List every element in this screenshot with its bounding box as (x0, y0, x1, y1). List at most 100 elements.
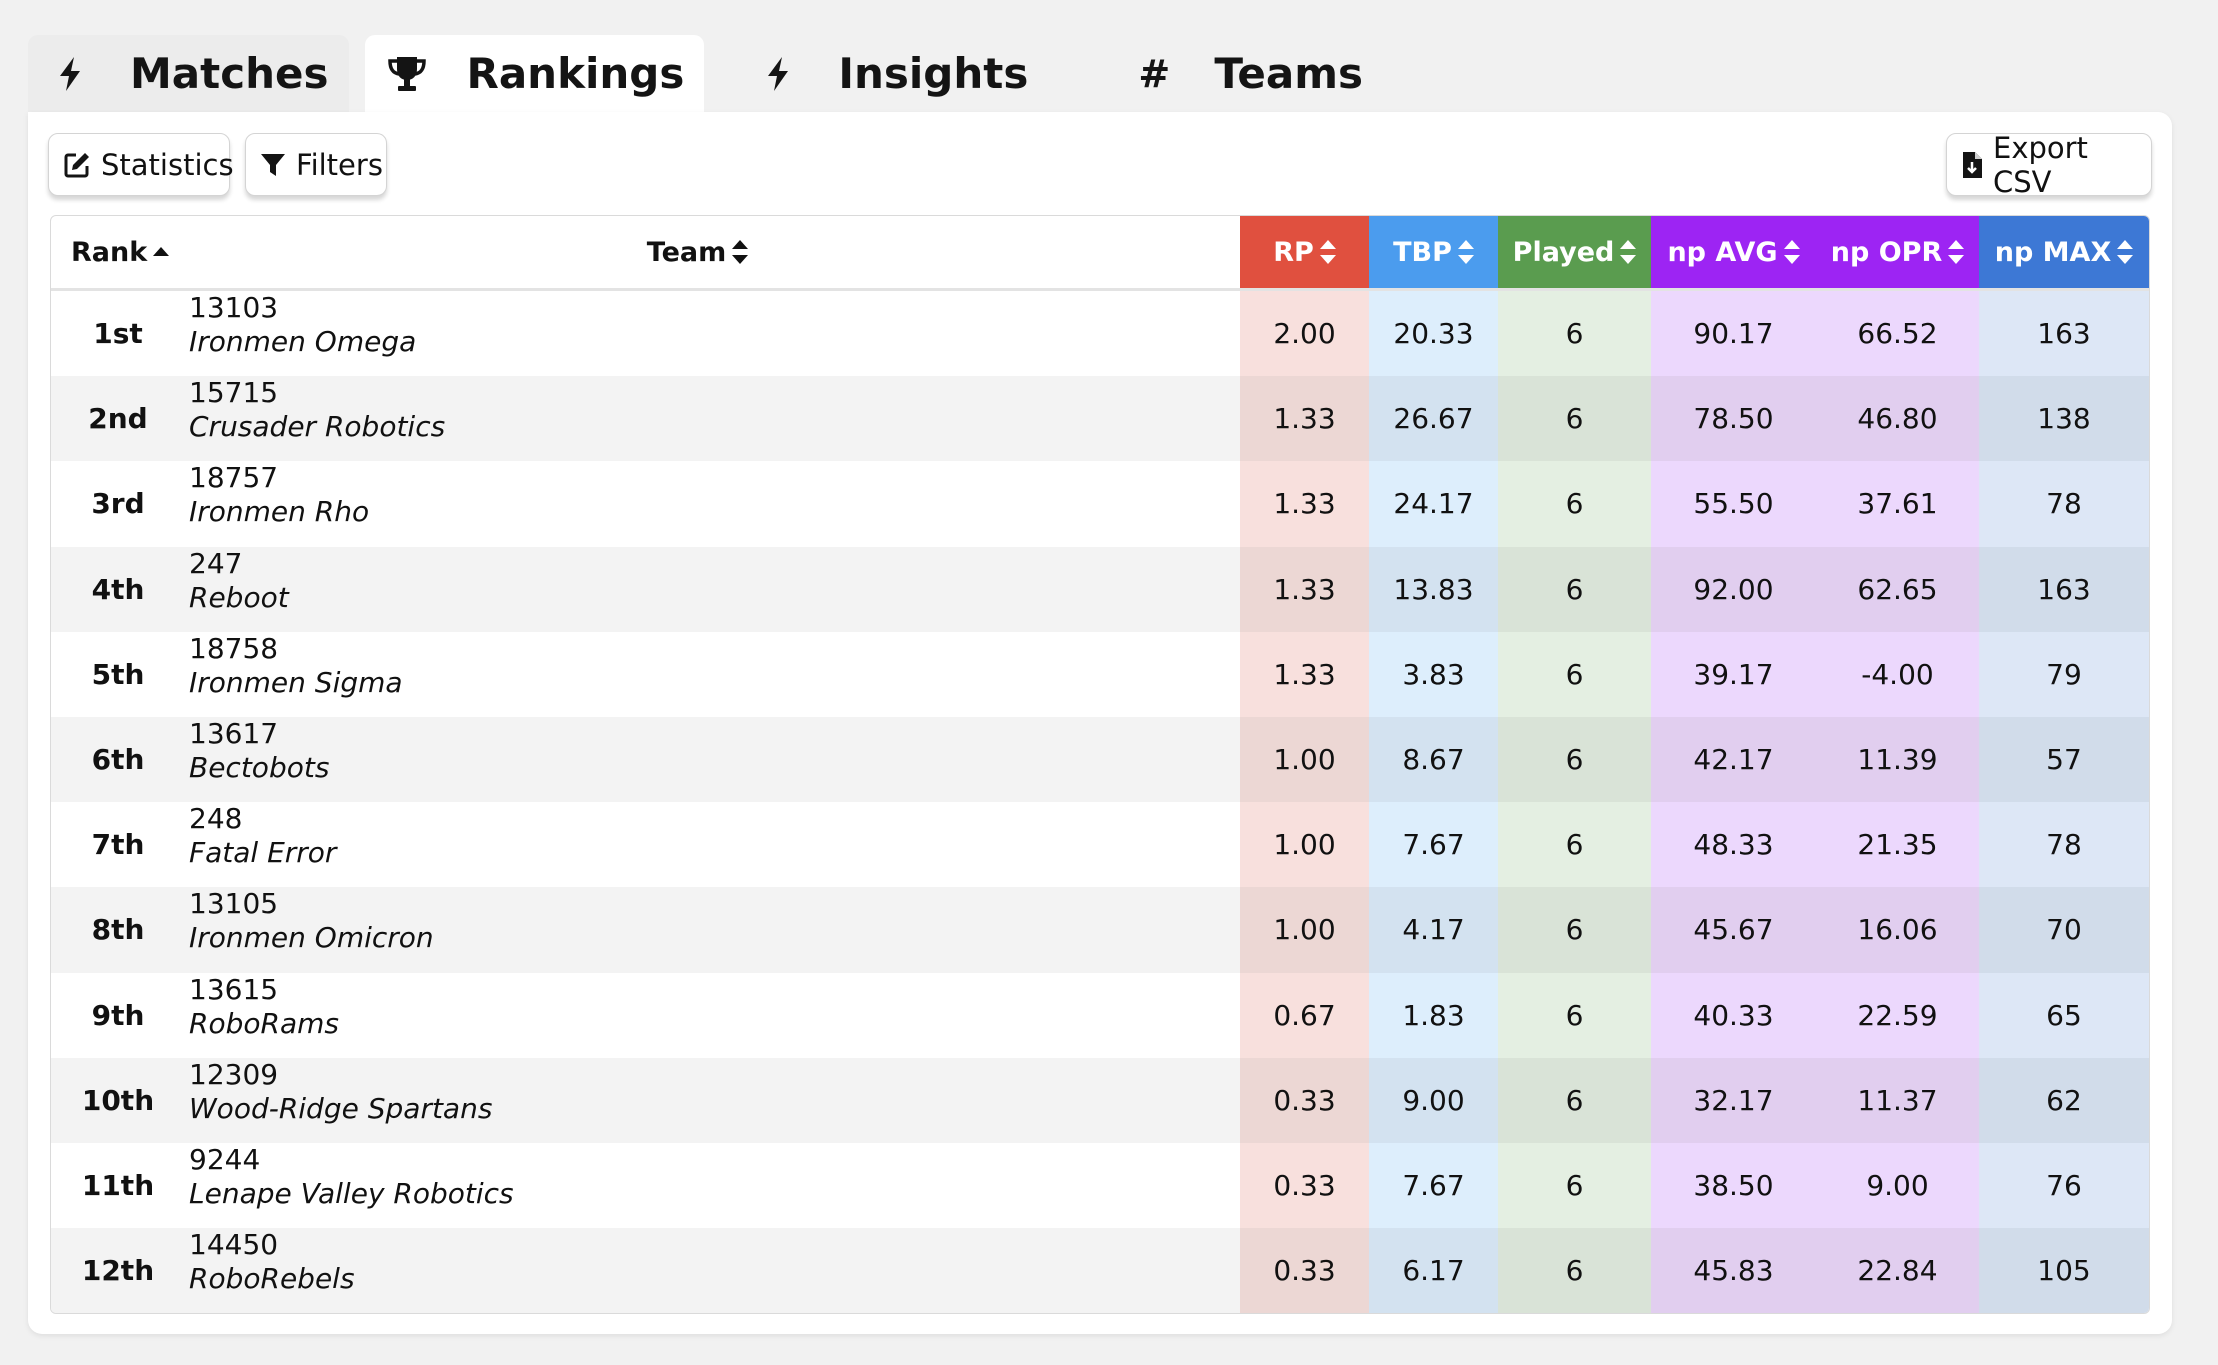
column-header-np-max[interactable]: np MAX (1979, 216, 2149, 288)
column-header-played[interactable]: Played (1498, 216, 1651, 288)
np-opr-cell: 62.65 (1816, 546, 1979, 632)
team-number[interactable]: 13105 (189, 887, 279, 921)
sort-icon (1783, 240, 1800, 264)
tab-teams[interactable]: # Teams (1112, 35, 1383, 112)
tab-insights[interactable]: Insights (736, 35, 1048, 112)
played-cell: 6 (1498, 972, 1651, 1058)
tbp-cell: 13.83 (1369, 546, 1498, 632)
team-name[interactable]: Wood-Ridge Spartans (189, 1091, 493, 1125)
tab-rankings[interactable]: Rankings (364, 35, 705, 112)
np-max-cell: 65 (1979, 972, 2149, 1058)
column-header-team[interactable]: Team (185, 216, 1240, 288)
team-number[interactable]: 248 (189, 802, 243, 836)
team-number[interactable]: 18757 (189, 461, 279, 495)
table-row[interactable]: 8th 13105 Ironmen Omicron 1.00 4.17 6 45.67 16.… (51, 887, 2149, 973)
sort-icon (1319, 240, 1336, 264)
table-row[interactable]: 10th 12309 Wood-Ridge Spartans 0.33 9.00 6 32.… (51, 1057, 2149, 1143)
table-row[interactable]: 1st 13103 Ironmen Omega 2.00 20.33 6 90.17 66.5… (51, 291, 2149, 377)
team-name[interactable]: Fatal Error (189, 836, 337, 870)
filters-button[interactable]: Filters (245, 133, 387, 196)
column-label: np AVG (1667, 236, 1778, 268)
np-opr-cell: 11.37 (1816, 1057, 1979, 1143)
team-number[interactable]: 18758 (189, 631, 279, 665)
column-label: Played (1512, 236, 1615, 268)
rp-cell: 1.00 (1240, 802, 1369, 888)
sort-icon (1457, 240, 1474, 264)
statistics-button[interactable]: Statistics (48, 133, 234, 196)
rank-cell: 8th (91, 913, 145, 947)
team-cell: 248 Fatal Error (185, 802, 1240, 887)
team-number[interactable]: 15715 (189, 376, 279, 410)
team-name[interactable]: Lenape Valley Robotics (189, 1176, 514, 1210)
np-avg-cell: 48.33 (1651, 802, 1816, 888)
team-name[interactable]: Ironmen Omicron (189, 921, 434, 955)
rank-cell: 3rd (91, 487, 145, 521)
hash-icon: # (1138, 51, 1171, 96)
table-row[interactable]: 3rd 18757 Ironmen Rho 1.33 24.17 6 55.50 37.61 7… (51, 461, 2149, 547)
team-number[interactable]: 13615 (189, 972, 279, 1006)
sort-ascending-icon (153, 247, 170, 257)
column-label: Rank (71, 236, 148, 268)
table-row[interactable]: 11th 9244 Lenape Valley Robotics 0.33 7.67 6 3… (51, 1142, 2149, 1229)
statistics-label: Statistics (101, 147, 234, 182)
team-name[interactable]: Crusader Robotics (189, 410, 446, 444)
edit-icon (64, 152, 89, 177)
played-cell: 6 (1498, 546, 1651, 632)
team-name[interactable]: Ironmen Rho (189, 495, 370, 529)
team-name[interactable]: Ironmen Omega (189, 325, 417, 358)
team-number[interactable]: 9244 (189, 1142, 261, 1176)
team-name[interactable]: Ironmen Sigma (189, 665, 403, 699)
tbp-cell: 3.83 (1369, 631, 1498, 717)
filter-icon (261, 153, 285, 176)
rp-cell: 1.33 (1240, 631, 1369, 717)
np-opr-cell: 37.61 (1816, 461, 1979, 547)
table-row[interactable]: 4th 247 Reboot 1.33 13.83 6 92.00 62.65 163 (51, 546, 2149, 632)
rank-cell: 2nd (88, 402, 148, 436)
np-opr-cell: 22.84 (1816, 1228, 1979, 1314)
team-number[interactable]: 13103 (189, 291, 279, 324)
table-row[interactable]: 5th 18758 Ironmen Sigma 1.33 3.83 6 39.17 -4.00… (51, 631, 2149, 717)
team-name[interactable]: Reboot (189, 580, 289, 614)
table-row[interactable]: 7th 248 Fatal Error 1.00 7.67 6 48.33 21.35 78 (51, 802, 2149, 888)
table-row[interactable]: 12th 14450 RoboRebels 0.33 6.17 6 45.83 22.84 10… (51, 1228, 2149, 1314)
team-name[interactable]: RoboRebels (189, 1262, 355, 1296)
team-name[interactable]: Bectobots (189, 750, 330, 784)
np-avg-cell: 32.17 (1651, 1057, 1816, 1143)
column-header-np-opr[interactable]: np OPR (1816, 216, 1979, 288)
column-label: Team (646, 236, 727, 268)
played-cell: 6 (1498, 1228, 1651, 1314)
team-number[interactable]: 13617 (189, 716, 279, 750)
rp-cell: 1.33 (1240, 546, 1369, 632)
rp-cell: 1.33 (1240, 461, 1369, 547)
rank-cell: 4th (91, 572, 145, 606)
np-opr-cell: 21.35 (1816, 802, 1979, 888)
tbp-cell: 6.17 (1369, 1228, 1498, 1314)
column-header-np-avg[interactable]: np AVG (1651, 216, 1816, 288)
tbp-cell: 7.67 (1369, 802, 1498, 888)
tab-matches[interactable]: Matches (28, 35, 349, 112)
tbp-cell: 1.83 (1369, 972, 1498, 1058)
team-number[interactable]: 14450 (189, 1228, 279, 1262)
np-max-cell: 70 (1979, 887, 2149, 973)
table-row[interactable]: 9th 13615 RoboRams 0.67 1.83 6 40.33 22.59 65 (51, 972, 2149, 1058)
table-row[interactable]: 6th 13617 Bectobots 1.00 8.67 6 42.17 11.39 57 (51, 716, 2149, 803)
np-avg-cell: 38.50 (1651, 1142, 1816, 1229)
column-label: np MAX (1994, 236, 2112, 268)
export-csv-label: Export CSV (1993, 130, 2088, 199)
bolt-icon (754, 52, 802, 96)
played-cell: 6 (1498, 716, 1651, 803)
column-header-rp[interactable]: RP (1240, 216, 1369, 288)
team-cell: 14450 RoboRebels (185, 1228, 1240, 1313)
played-cell: 6 (1498, 802, 1651, 888)
np-opr-cell: 16.06 (1816, 887, 1979, 973)
team-name[interactable]: RoboRams (189, 1006, 339, 1040)
np-max-cell: 79 (1979, 631, 2149, 717)
table-row[interactable]: 2nd 15715 Crusader Robotics 1.33 26.67 6 78.50… (51, 376, 2149, 462)
team-number[interactable]: 12309 (189, 1057, 279, 1091)
column-header-tbp[interactable]: TBP (1369, 216, 1498, 288)
team-number[interactable]: 247 (189, 546, 243, 580)
export-csv-button[interactable]: Export CSV (1946, 130, 2152, 199)
column-header-rank[interactable]: Rank (51, 216, 185, 288)
np-max-cell: 163 (1979, 291, 2149, 377)
team-cell: 13615 RoboRams (185, 973, 1240, 1058)
